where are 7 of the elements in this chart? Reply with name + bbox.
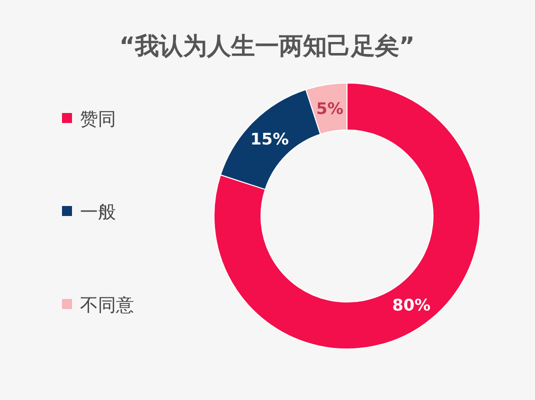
data-label: 80% <box>392 296 431 315</box>
legend-label: 赞同 <box>80 109 116 130</box>
data-label: 15% <box>250 130 289 149</box>
data-label: 5% <box>316 98 344 118</box>
chart-title: “我认为人生一两知己足矣” <box>119 32 415 60</box>
legend-label: 一般 <box>80 202 116 223</box>
legend-label: 不同意 <box>80 295 134 316</box>
